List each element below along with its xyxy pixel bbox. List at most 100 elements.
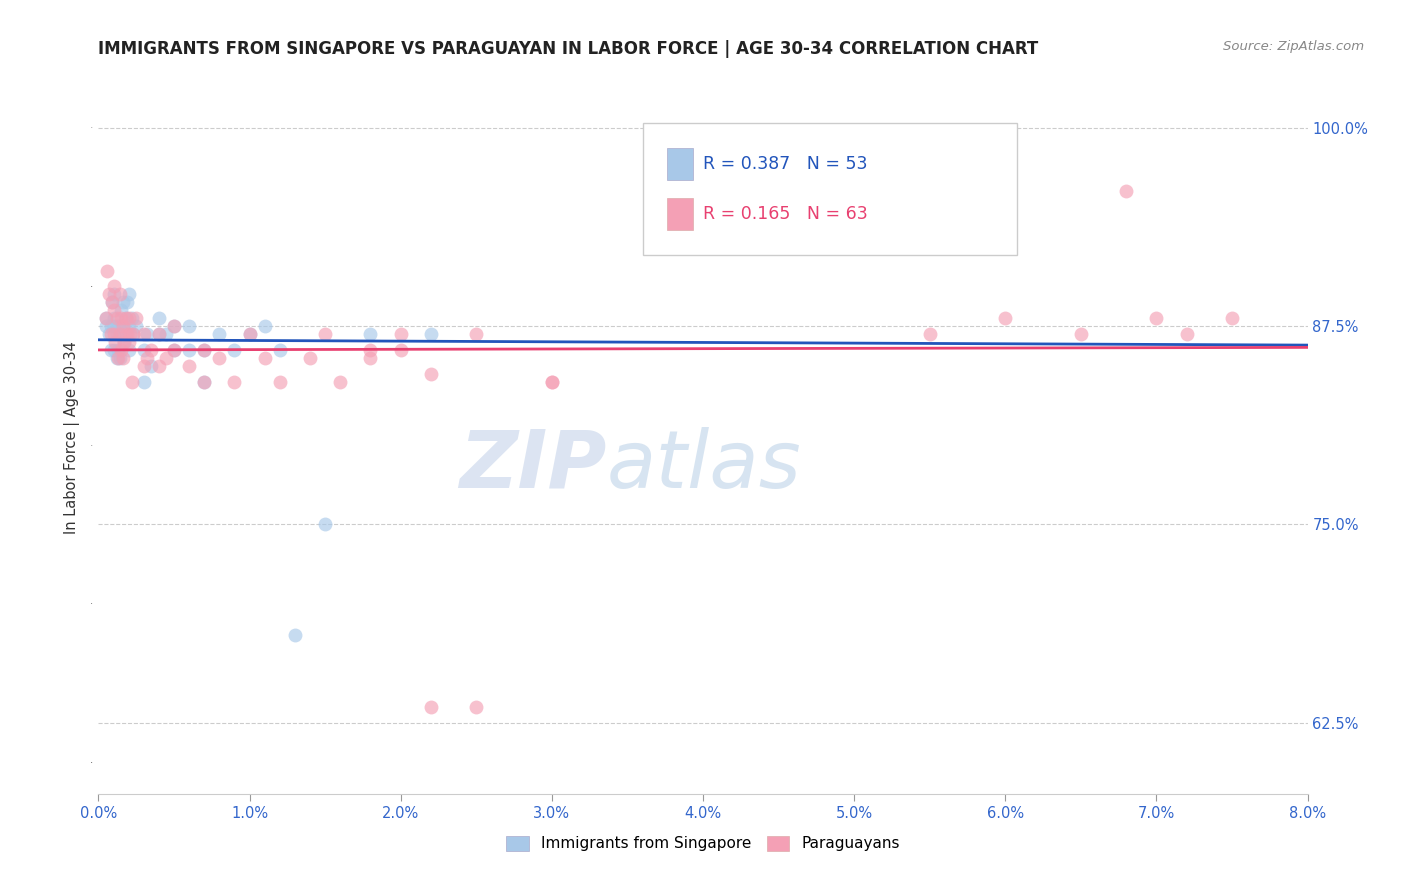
Point <box>115 295 138 310</box>
Point <box>108 326 131 341</box>
Point <box>329 375 352 389</box>
Point <box>179 359 201 373</box>
Point <box>389 343 412 357</box>
Point <box>103 303 125 318</box>
Point <box>193 343 215 357</box>
Point <box>108 351 131 365</box>
Point <box>208 326 231 341</box>
Legend: Immigrants from Singapore, Paraguayans: Immigrants from Singapore, Paraguayans <box>499 830 907 857</box>
Point <box>118 319 141 334</box>
Point <box>253 351 276 365</box>
Point <box>100 343 122 357</box>
Point <box>1070 326 1092 341</box>
Point <box>100 319 122 334</box>
Point <box>269 375 291 389</box>
Point <box>420 367 443 381</box>
Point <box>94 311 117 326</box>
Point <box>108 287 131 301</box>
Point <box>122 326 145 341</box>
Point <box>179 343 201 357</box>
Point <box>360 326 382 341</box>
Point <box>918 326 941 341</box>
Point <box>208 351 231 365</box>
Point <box>193 343 215 357</box>
Point <box>118 311 141 326</box>
Point <box>155 326 177 341</box>
Text: R = 0.165   N = 63: R = 0.165 N = 63 <box>703 205 868 223</box>
Point <box>132 375 155 389</box>
Point <box>541 375 564 389</box>
Point <box>100 326 122 341</box>
Point <box>179 319 201 334</box>
Point <box>141 343 163 357</box>
Point <box>115 326 138 341</box>
Point <box>104 334 127 349</box>
Point <box>141 359 163 373</box>
Point <box>105 326 128 341</box>
Point <box>103 343 125 357</box>
Point <box>101 295 124 310</box>
Point <box>111 295 134 310</box>
Point <box>1220 311 1243 326</box>
Point <box>105 351 128 365</box>
Point <box>541 375 564 389</box>
Point <box>118 287 141 301</box>
Point <box>163 343 186 357</box>
Point <box>120 326 142 341</box>
Point <box>114 326 136 341</box>
Point <box>299 351 322 365</box>
Point <box>94 311 117 326</box>
Point <box>110 303 132 318</box>
Point <box>118 343 141 357</box>
Point <box>360 351 382 365</box>
Text: IMMIGRANTS FROM SINGAPORE VS PARAGUAYAN IN LABOR FORCE | AGE 30-34 CORRELATION C: IMMIGRANTS FROM SINGAPORE VS PARAGUAYAN … <box>98 40 1039 58</box>
Point <box>107 319 129 334</box>
Point <box>193 375 215 389</box>
Point <box>110 343 132 357</box>
Point <box>122 326 145 341</box>
Text: Source: ZipAtlas.com: Source: ZipAtlas.com <box>1223 40 1364 54</box>
Point <box>112 334 135 349</box>
Point <box>135 326 157 341</box>
Point <box>111 319 134 334</box>
Point <box>692 184 714 198</box>
Point <box>239 326 262 341</box>
Point <box>389 326 412 341</box>
Point <box>1175 326 1198 341</box>
Point <box>314 326 336 341</box>
Point <box>465 699 488 714</box>
Point <box>114 311 136 326</box>
Point <box>465 326 488 341</box>
Point <box>132 359 155 373</box>
Point <box>121 375 143 389</box>
Point <box>224 375 246 389</box>
Point <box>193 375 215 389</box>
Text: R = 0.387   N = 53: R = 0.387 N = 53 <box>703 155 868 173</box>
Point <box>103 319 125 334</box>
Point <box>125 311 148 326</box>
Text: atlas: atlas <box>606 426 801 505</box>
Point <box>107 351 129 365</box>
Point <box>360 343 382 357</box>
Point <box>98 326 121 341</box>
Point <box>111 351 134 365</box>
Point <box>125 319 148 334</box>
Point <box>118 334 141 349</box>
Point <box>105 311 128 326</box>
FancyBboxPatch shape <box>643 123 1018 255</box>
Y-axis label: In Labor Force | Age 30-34: In Labor Force | Age 30-34 <box>65 341 80 533</box>
Point <box>96 263 118 277</box>
Point <box>224 343 246 357</box>
Point <box>98 287 121 301</box>
Point <box>132 343 155 357</box>
Point <box>269 343 291 357</box>
Point <box>314 517 336 532</box>
Point <box>148 326 170 341</box>
Point <box>121 311 143 326</box>
Point <box>135 351 157 365</box>
Point <box>107 343 129 357</box>
Point <box>155 351 177 365</box>
Point <box>103 311 125 326</box>
Text: ZIP: ZIP <box>458 426 606 505</box>
Point <box>103 326 125 341</box>
